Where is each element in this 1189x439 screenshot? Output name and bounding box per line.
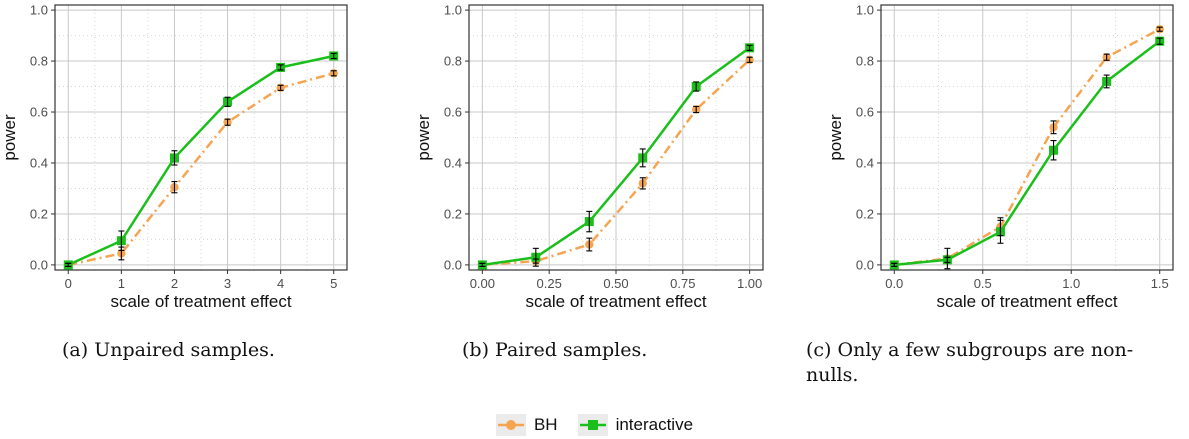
- legend-item-bh: BH: [495, 414, 558, 436]
- caption-c-line-2: nulls.: [806, 364, 859, 386]
- x-tick-label: 0: [65, 276, 72, 291]
- y-tick-label: 0.2: [444, 206, 462, 221]
- y-tick-label: 0.4: [444, 155, 462, 170]
- y-tick-label: 0.6: [444, 105, 462, 120]
- x-axis-title: scale of treatment effect: [525, 292, 706, 311]
- legend-label-bh: BH: [533, 415, 558, 434]
- x-tick-label: 1.00: [737, 276, 762, 291]
- panel-border: [54, 4, 348, 271]
- caption-c-line-1: (c) Only a few subgroups are non-: [806, 339, 1134, 361]
- series-line-interactive: [67, 54, 334, 267]
- series-line-bh: [482, 58, 751, 267]
- x-tick-label: 0.25: [537, 276, 562, 291]
- x-tick-label: 0.75: [670, 276, 695, 291]
- series-line-interactive: [894, 40, 1161, 267]
- x-tick-label: 3: [224, 276, 231, 291]
- x-tick-label: 0.50: [603, 276, 628, 291]
- y-tick-label: 0.0: [444, 257, 462, 272]
- y-axis-title: power: [414, 114, 433, 161]
- panel-border: [880, 4, 1174, 271]
- y-axis-title: power: [0, 114, 19, 161]
- legend-label-interactive: interactive: [615, 415, 694, 434]
- y-tick-label: 0.8: [444, 54, 462, 69]
- y-tick-label: 0.0: [856, 257, 874, 272]
- x-tick-label: 5: [330, 276, 337, 291]
- y-tick-label: 1.0: [856, 3, 874, 18]
- x-axis-title: scale of treatment effect: [936, 292, 1117, 311]
- x-tick-label: 0.00: [470, 276, 495, 291]
- caption-c: (c) Only a few subgroups are non- nulls.: [806, 338, 1186, 388]
- x-tick-label: 0.5: [974, 276, 992, 291]
- caption-b: (b) Paired samples.: [462, 339, 648, 361]
- x-tick-label: 1: [118, 276, 125, 291]
- y-tick-label: 0.4: [856, 155, 874, 170]
- x-tick-label: 4: [277, 276, 284, 291]
- y-tick-label: 0.2: [856, 206, 874, 221]
- legend-key-bh: [495, 414, 526, 436]
- y-tick-label: 0.8: [856, 54, 874, 69]
- series-line-bh: [68, 72, 335, 267]
- y-tick-label: 0.4: [30, 155, 48, 170]
- y-tick-label: 1.0: [444, 3, 462, 18]
- y-tick-label: 0.6: [30, 105, 48, 120]
- chart-panel-2: 0.00 0.25 0.50 0.75 1.00 0.0 0.2 0.4 0.6 0.8 1.0 sc…: [414, 3, 764, 311]
- caption-a: (a) Unpaired samples.: [62, 339, 275, 361]
- y-tick-label: 0.8: [30, 54, 48, 69]
- y-tick-label: 0.6: [856, 105, 874, 120]
- y-tick-label: 1.0: [30, 3, 48, 18]
- chart-panel-1: 0 1 2 3 4 5 0.0 0.2 0.4 0.6 0.8 1.0 scale of treatme…: [0, 3, 348, 311]
- y-axis-title: power: [826, 114, 845, 161]
- y-tick-label: 0.2: [30, 206, 48, 221]
- x-tick-label: 1.0: [1062, 276, 1080, 291]
- y-tick-label: 0.0: [30, 257, 48, 272]
- legend-item-interactive: interactive: [577, 414, 694, 436]
- x-tick-label: 0.0: [885, 276, 903, 291]
- series-line-interactive: [482, 46, 751, 267]
- legend-key-interactive: [577, 414, 608, 436]
- x-tick-label: 2: [171, 276, 178, 291]
- x-axis-title: scale of treatment effect: [110, 292, 291, 311]
- x-tick-label: 1.5: [1151, 276, 1169, 291]
- legend: BH interactive: [0, 412, 1189, 438]
